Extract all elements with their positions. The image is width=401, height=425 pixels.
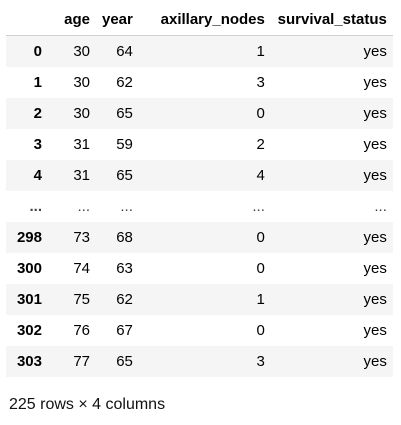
ellipsis-row: ... ... ... ... ... [6,191,393,222]
row-index: 4 [33,167,42,184]
column-header-survival-status: survival_status [270,4,393,36]
cell-age: 30 [73,74,90,91]
cell-age: 73 [73,229,90,246]
cell-age: 76 [73,322,90,339]
table-row: 3 31 59 2 yes [6,129,393,160]
table-row: 301 75 62 1 yes [6,284,393,315]
cell-survival-status: yes [363,74,387,91]
cell-year: 63 [116,260,133,277]
column-header-axillary-nodes: axillary_nodes [138,4,271,36]
row-index: 1 [33,74,42,91]
header-row: age year axillary_nodes survival_status [6,4,393,36]
cell-axillary-nodes: 0 [256,105,265,122]
cell-age: 77 [73,353,90,370]
cell-year: 59 [116,136,133,153]
cell-year: 64 [116,43,133,60]
row-index: 303 [16,353,42,370]
cell-survival-status: yes [363,229,387,246]
cell-survival-status: ... [374,198,387,215]
table-row: 4 31 65 4 yes [6,160,393,191]
table-row: 2 30 65 0 yes [6,98,393,129]
cell-age: ... [77,198,90,215]
row-index: 302 [16,322,42,339]
cell-axillary-nodes: 0 [256,322,265,339]
column-header-year: year [96,4,139,36]
table-row: 298 73 68 0 yes [6,222,393,253]
row-index: 2 [33,105,42,122]
cell-axillary-nodes: 0 [256,260,265,277]
cell-age: 31 [73,167,90,184]
cell-survival-status: yes [363,105,387,122]
cell-year: 62 [116,291,133,308]
cell-axillary-nodes: 1 [256,291,265,308]
cell-survival-status: yes [363,136,387,153]
column-header-age: age [52,4,96,36]
row-index: 300 [16,260,42,277]
cell-survival-status: yes [363,43,387,60]
cell-age: 74 [73,260,90,277]
cell-year: ... [120,198,133,215]
cell-year: 68 [116,229,133,246]
cell-year: 65 [116,353,133,370]
cell-year: 65 [116,105,133,122]
cell-survival-status: yes [363,291,387,308]
cell-year: 67 [116,322,133,339]
cell-axillary-nodes: 3 [256,353,265,370]
cell-axillary-nodes: 3 [256,74,265,91]
dataframe-table: age year axillary_nodes survival_status … [6,4,393,377]
cell-axillary-nodes: 4 [256,167,265,184]
cell-axillary-nodes: ... [252,198,265,215]
row-index: 301 [16,291,42,308]
cell-survival-status: yes [363,353,387,370]
row-index: 3 [33,136,42,153]
table-row: 303 77 65 3 yes [6,346,393,377]
table-row: 302 76 67 0 yes [6,315,393,346]
table-row: 300 74 63 0 yes [6,253,393,284]
index-header [6,4,52,36]
cell-axillary-nodes: 2 [256,136,265,153]
cell-survival-status: yes [363,322,387,339]
cell-axillary-nodes: 1 [256,43,265,60]
cell-axillary-nodes: 0 [256,229,265,246]
cell-age: 30 [73,43,90,60]
cell-year: 65 [116,167,133,184]
cell-survival-status: yes [363,260,387,277]
cell-age: 30 [73,105,90,122]
dataframe-shape-label: 225 rows × 4 columns [9,396,166,413]
cell-survival-status: yes [363,167,387,184]
cell-year: 62 [116,74,133,91]
table-row: 1 30 62 3 yes [6,67,393,98]
row-index: 298 [16,229,42,246]
cell-age: 31 [73,136,90,153]
row-index: 0 [33,43,42,60]
row-index: ... [29,198,42,215]
cell-age: 75 [73,291,90,308]
table-row: 0 30 64 1 yes [6,35,393,67]
